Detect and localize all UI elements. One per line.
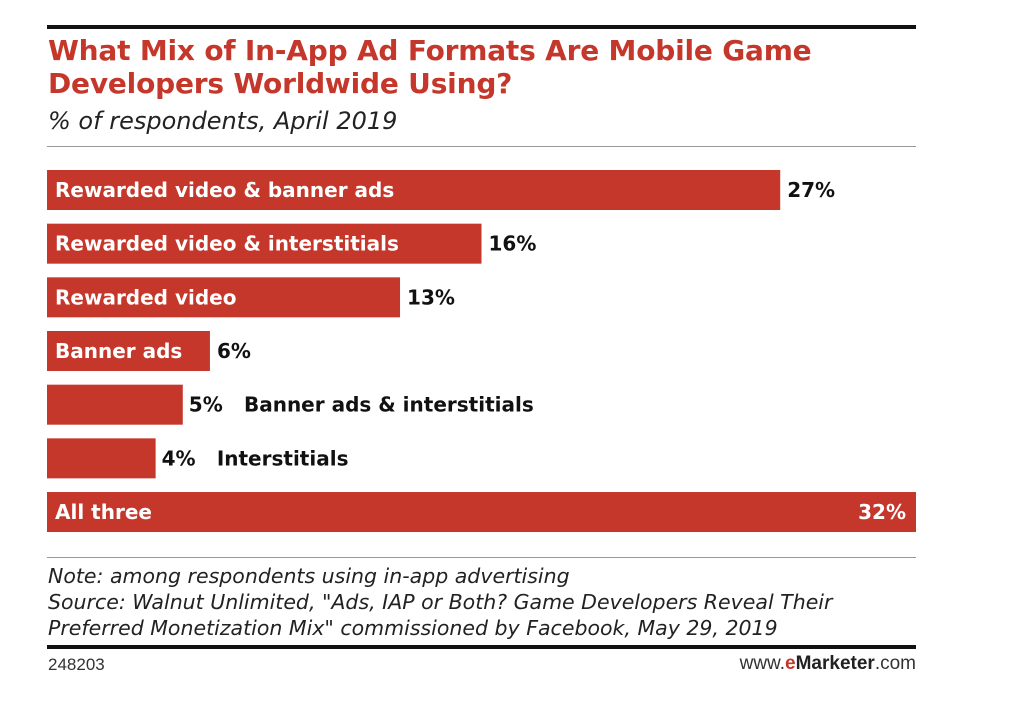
category-label: Banner ads & interstitials <box>244 393 534 417</box>
value-label: 5% <box>189 393 223 417</box>
bar-rewarded-video <box>47 277 401 318</box>
brand-suffix: .com <box>874 653 916 674</box>
category-label: Banner ads <box>55 339 182 363</box>
value-label: 16% <box>489 232 537 256</box>
value-label: 32% <box>858 500 906 524</box>
category-label: All three <box>55 500 152 524</box>
footer-rule <box>47 645 916 649</box>
emarketer-logo[interactable]: www.eMarketer.com <box>740 653 916 675</box>
bar-rewarded-video-and-banner-ads <box>47 170 781 210</box>
bar-rewarded-video-and-interstitials <box>47 223 482 264</box>
value-label: 13% <box>407 285 455 309</box>
value-label: 4% <box>162 446 196 470</box>
bar-all-three <box>47 492 916 533</box>
brand-name: Marketer <box>795 653 875 674</box>
chart-id: 248203 <box>48 655 105 674</box>
chart-note: Note: among respondents using in-app adv… <box>48 564 570 588</box>
category-label: Rewarded video & banner ads <box>55 178 394 202</box>
bar-interstitials <box>47 438 156 479</box>
top-rule <box>47 25 916 29</box>
chart-title: What Mix of In-App Ad Formats Are Mobile… <box>48 34 812 100</box>
brand-e: e <box>785 653 796 674</box>
bar-banner-ads-and-interstitials <box>47 384 183 425</box>
chart-source-line-1: Source: Walnut Unlimited, "Ads, IAP or B… <box>48 590 833 614</box>
header-divider <box>47 146 916 147</box>
chart-subtitle: % of respondents, April 2019 <box>48 107 398 135</box>
value-label: 27% <box>787 178 835 202</box>
value-label: 6% <box>217 339 251 363</box>
category-label: Interstitials <box>217 446 349 470</box>
bar-banner-ads <box>47 331 210 372</box>
chart-bottom-divider <box>47 557 916 558</box>
brand-prefix: www. <box>739 653 786 674</box>
category-label: Rewarded video <box>55 285 236 309</box>
chart-source-line-2: Preferred Monetization Mix" commissioned… <box>48 616 778 640</box>
category-label: Rewarded video & interstitials <box>55 232 399 256</box>
